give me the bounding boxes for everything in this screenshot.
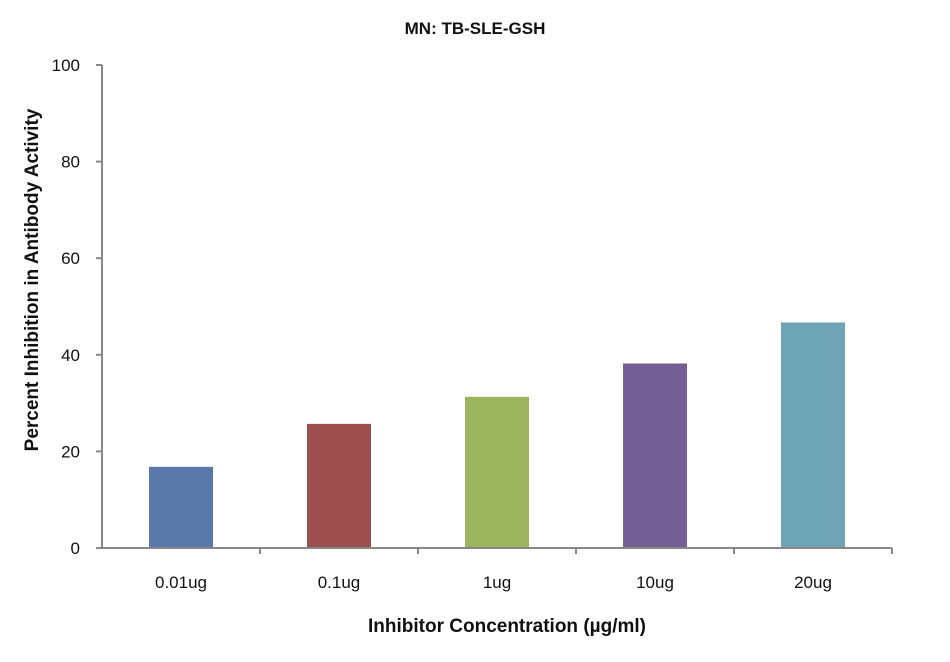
y-axis-ticks: 0 20 40 60 80 100: [52, 56, 102, 558]
y-tick-label: 0: [71, 539, 80, 558]
bar-10ug: [623, 363, 687, 548]
bar-1ug: [465, 396, 529, 548]
y-tick-label: 100: [52, 56, 80, 75]
bar-0.01ug: [149, 466, 213, 548]
y-tick-label: 60: [61, 249, 80, 268]
x-axis-ticks: 0.01ug 0.1ug 1ug 10ug 20ug: [155, 548, 893, 592]
y-tick-label: 80: [61, 153, 80, 172]
y-axis-label: Percent Inhibition in Antibody Activity: [22, 108, 43, 451]
x-tick-label: 20ug: [794, 573, 832, 592]
x-tick-label: 10ug: [636, 573, 674, 592]
bar-20ug: [781, 322, 845, 548]
bar-0.1ug: [307, 423, 371, 548]
bars: [149, 322, 845, 548]
y-tick-label: 20: [61, 442, 80, 461]
y-tick-label: 40: [61, 346, 80, 365]
x-tick-label: 1ug: [483, 573, 511, 592]
x-axis-label: Inhibitor Concentration (µg/ml): [368, 616, 646, 637]
x-tick-label: 0.1ug: [318, 573, 361, 592]
x-tick-label: 0.01ug: [155, 573, 207, 592]
chart-title: MN: TB-SLE-GSH: [405, 19, 546, 38]
